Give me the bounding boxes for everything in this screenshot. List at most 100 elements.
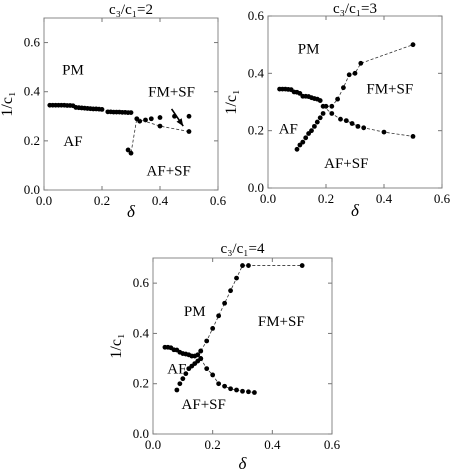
chart2-ytick-label: 0.6: [248, 8, 265, 23]
chart3-series1-point: [195, 352, 201, 358]
chart3-region-label: AF: [167, 362, 186, 378]
chart2-series4-point: [329, 111, 335, 116]
chart3-title: c₃/c₁=4: [221, 241, 265, 257]
chart2-series2-point: [303, 135, 309, 141]
chart3-series2-point: [183, 371, 189, 377]
chart2-xlabel: δ: [351, 201, 360, 220]
chart2-series2-point: [317, 115, 323, 121]
chart2-series2-point: [314, 119, 320, 125]
chart2-series3-point: [410, 42, 416, 48]
chart3-ytick-label: 0.4: [133, 325, 150, 340]
chart1-xtick-label: 0.2: [94, 193, 110, 208]
chart3-ytick-label: 0.2: [133, 376, 149, 391]
chart2-series3-point: [335, 96, 340, 102]
chart2-series3-point: [352, 70, 358, 76]
chart3-series4-point: [228, 386, 233, 392]
chart2-xtick-label: 0.0: [260, 191, 276, 206]
chart3-series4-point: [234, 387, 239, 393]
chart2-region-label: AF+SF: [324, 156, 368, 172]
chart1-title: c₃/c₁=2: [109, 2, 153, 18]
chart2-series1-point: [317, 98, 323, 103]
chart2-series3-point: [358, 60, 364, 66]
chart3-ytick-label: 0.6: [133, 275, 150, 290]
chart1-ylabel: 1/c₁: [0, 91, 16, 116]
chart3-series3-point: [228, 288, 233, 294]
chart2-series3-point: [329, 103, 335, 109]
chart1-series2-point: [157, 115, 163, 120]
chart2-series4-point: [338, 116, 343, 122]
chart2-xtick-label: 0.2: [318, 191, 334, 206]
chart1-series2-point: [186, 113, 192, 119]
chart3-plot-frame: [152, 257, 333, 435]
chart3-region-label: PM: [184, 304, 206, 320]
chart2-series4-point: [343, 118, 349, 124]
chart3-series2-point: [180, 376, 186, 382]
chart2-series4-point: [349, 121, 355, 126]
chart3-series4-point: [216, 381, 222, 387]
chart2-ytick-label: 0.0: [248, 180, 264, 195]
chart1-series3-point: [157, 123, 163, 129]
chart1-series3-point: [134, 116, 140, 122]
chart1-series3-point: [186, 129, 192, 134]
chart2-xtick-label: 0.4: [376, 191, 393, 206]
chart2-ylabel: 1/c₁: [223, 89, 240, 114]
chart2-series4-line: [322, 105, 414, 137]
chart3-series3-point: [216, 313, 222, 319]
chart2-series2-point: [294, 146, 300, 152]
chart2-region-label: FM+SF: [366, 81, 413, 97]
chart1-xlabel: δ: [127, 202, 136, 221]
chart1-series3-point: [125, 147, 131, 153]
chart2-series4-point: [361, 125, 367, 131]
chart3-xtick-label: 0.2: [205, 437, 221, 452]
chart3-series4-point: [240, 388, 245, 394]
chart1-series2-point: [148, 116, 154, 122]
chart2-series3-point: [346, 72, 352, 78]
chart1-series1-point: [128, 110, 134, 115]
chart3-series4-point: [246, 389, 251, 395]
chart3-series3-point: [234, 275, 239, 281]
chart1-ytick-label: 0.0: [24, 182, 40, 197]
chart3-xtick-label: 0.0: [145, 437, 161, 452]
chart2-plot-frame: [267, 15, 443, 189]
chart3-ytick-label: 0.0: [133, 426, 149, 441]
chart2-series4-point: [320, 103, 326, 109]
chart3-series3-point: [210, 326, 216, 331]
chart3-series2-point: [174, 387, 180, 393]
chart1-xtick-label: 0.6: [210, 193, 227, 208]
chart1-annotation-arrowhead: [176, 118, 184, 127]
chart2-title: c₃/c₁=3: [333, 1, 377, 17]
chart2-series3-point: [341, 85, 346, 91]
chart2-series2-point: [320, 111, 326, 116]
chart3-series3-line: [200, 265, 303, 352]
chart1-series1-point: [99, 107, 105, 112]
chart3-region-label: FM+SF: [258, 314, 305, 330]
chart3-series4-point: [252, 390, 257, 395]
chart1-region-label: PM: [62, 63, 84, 79]
chart2-series4-point: [410, 134, 416, 139]
chart2-series4-point: [355, 123, 361, 129]
chart1-ytick-label: 0.6: [24, 35, 41, 50]
chart3-series3-point: [204, 338, 210, 344]
chart3-series4-point: [198, 356, 204, 361]
chart3-series3-point: [246, 263, 251, 268]
chart1-plot-frame: [43, 17, 219, 191]
chart2-series2-point: [309, 128, 314, 134]
chart2-series2-point: [300, 139, 306, 145]
chart2-series4-point: [381, 129, 387, 135]
chart1-ytick-label: 0.2: [24, 133, 40, 148]
chart3-series4-line: [200, 358, 255, 393]
chart2-series2-point: [312, 123, 317, 129]
chart3-series3-point: [198, 348, 204, 354]
chart1-ytick-label: 0.4: [24, 84, 41, 99]
chart1-region-label: FM+SF: [148, 85, 195, 101]
chart3-ylabel: 1/c₁: [108, 333, 125, 358]
chart3-series3-point: [222, 300, 228, 306]
chart1-series3-point: [128, 150, 134, 156]
chart3-series3-point: [299, 263, 305, 268]
chart1-series2-point: [143, 117, 148, 123]
chart1-region-label: AF+SF: [147, 163, 191, 179]
chart3-series2-point: [177, 381, 183, 387]
chart3-xlabel: δ: [239, 454, 248, 473]
chart3-region-label: AF+SF: [182, 397, 226, 413]
